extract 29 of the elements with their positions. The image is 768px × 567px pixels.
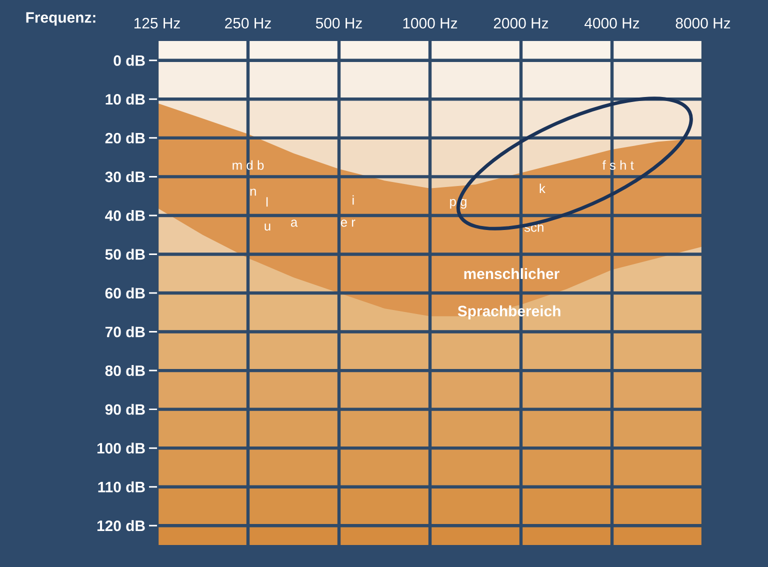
- y-tick-label: 30 dB: [105, 171, 145, 182]
- x-tick-label: 250 Hz: [225, 18, 271, 28]
- annotation: u: [264, 224, 270, 231]
- y-tick-label: 80 dB: [105, 365, 145, 376]
- y-tick-label: 100 dB: [97, 442, 145, 454]
- annotation: k: [540, 184, 546, 194]
- y-tick-label: 0 dB: [114, 54, 145, 66]
- y-tick-label: 110 dB: [98, 481, 145, 492]
- annotation: l: [266, 197, 268, 207]
- annotation: e r: [340, 220, 356, 227]
- x-tick-label: 2000 Hz: [494, 18, 548, 28]
- y-tick-label: 40 dB: [105, 210, 145, 221]
- y-tick-label: 60 dB: [105, 288, 145, 298]
- y-tick-label: 90 dB: [105, 404, 145, 415]
- y-tick-label: 50 dB: [105, 248, 145, 260]
- y-tick-label: 10 dB: [106, 94, 145, 105]
- annotation: a: [290, 220, 298, 227]
- x-tick-label: 1000 Hz: [403, 18, 458, 28]
- y-tick-label: 70 dB: [105, 326, 145, 338]
- x-tick-label: 8000 Hz: [676, 18, 730, 28]
- y-tick-label: 20 dB: [105, 132, 145, 144]
- annotation: p g: [450, 198, 466, 209]
- y-tick-label: 120 dB: [97, 520, 145, 532]
- annotation: i: [352, 195, 354, 205]
- x-tick-label: 500 Hz: [316, 18, 362, 28]
- x-tick-label: 4000 Hz: [584, 18, 640, 28]
- x-tick-label: 125 Hz: [134, 18, 180, 28]
- annotation: n: [250, 188, 256, 196]
- x-axis-title: Frequenz:: [26, 12, 96, 26]
